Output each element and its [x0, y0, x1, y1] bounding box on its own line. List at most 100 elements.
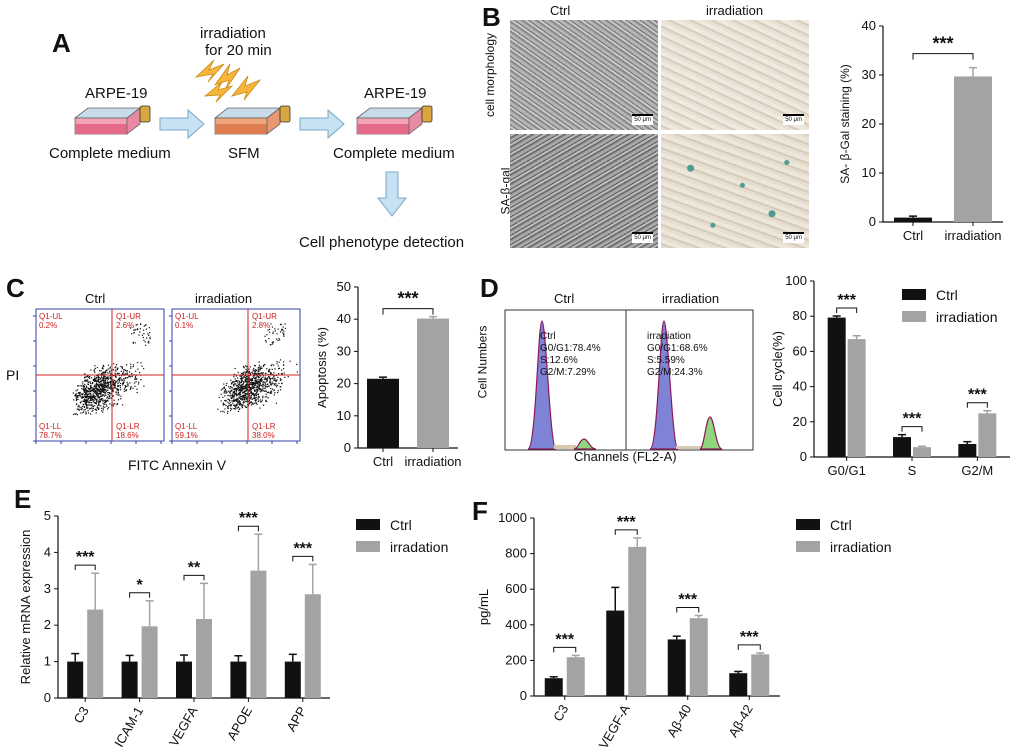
event-dot [262, 387, 264, 390]
event-dot [101, 383, 103, 385]
event-dot [256, 393, 258, 395]
event-dot [91, 396, 93, 399]
event-dot [121, 384, 124, 386]
event-dot [230, 397, 232, 399]
event-dot [97, 396, 99, 399]
y-tick-label: 2 [44, 617, 51, 632]
event-dot [101, 407, 103, 410]
event-dot [266, 400, 268, 403]
event-dot [100, 405, 102, 407]
event-dot [261, 372, 263, 374]
event-dot [139, 331, 141, 333]
y-tick-label: 20 [862, 116, 876, 131]
event-dot [252, 394, 254, 396]
event-dot [280, 372, 283, 375]
event-dot [86, 393, 88, 395]
event-dot [262, 365, 265, 367]
event-dot [114, 366, 116, 369]
event-dot [126, 381, 128, 383]
event-dot [84, 394, 86, 396]
event-dot [95, 409, 97, 411]
event-dot [267, 376, 270, 378]
event-dot [242, 376, 245, 378]
event-dot [101, 410, 103, 412]
event-dot [105, 394, 107, 396]
event-dot [85, 399, 87, 401]
event-dot [83, 390, 86, 393]
bar [284, 661, 301, 698]
event-dot [244, 406, 247, 408]
event-dot [241, 406, 243, 408]
panel-a-label: A [52, 28, 71, 58]
event-dot [248, 398, 250, 400]
event-dot [85, 391, 87, 393]
event-dot [103, 384, 105, 386]
event-dot [89, 393, 92, 395]
event-dot [93, 395, 96, 397]
event-dot [79, 391, 81, 394]
event-dot [122, 404, 124, 406]
event-dot [255, 402, 257, 404]
event-dot [84, 400, 86, 402]
event-dot [246, 394, 248, 396]
event-dot [144, 341, 146, 343]
event-dot [86, 403, 88, 406]
event-dot [101, 377, 103, 379]
event-dot [267, 329, 269, 331]
event-dot [250, 381, 252, 383]
event-dot [253, 382, 255, 384]
bar [566, 657, 585, 696]
event-dot [135, 370, 137, 372]
panel-f: F 0 200 400 600 800 1000 pg/mL C3 VEGF-A Aβ-40 Aβ-… [470, 480, 1020, 754]
event-dot [253, 377, 255, 379]
event-dot [230, 404, 233, 406]
event-dot [242, 395, 245, 397]
event-dot [244, 378, 247, 380]
event-dot [91, 399, 93, 401]
y-tick-label: 40 [862, 18, 876, 33]
event-dot [258, 364, 261, 367]
bar [847, 339, 866, 457]
event-dot [86, 407, 88, 409]
significance-bracket [836, 307, 858, 314]
event-dot [252, 403, 254, 405]
event-dot [244, 390, 246, 393]
event-dot [92, 401, 95, 403]
event-dot [246, 389, 248, 391]
event-dot [141, 334, 143, 336]
event-dot [224, 391, 226, 393]
event-dot [289, 360, 291, 362]
event-dot [98, 386, 100, 388]
g2m-peak [699, 416, 723, 450]
event-dot [92, 390, 94, 392]
event-dot [248, 380, 250, 383]
event-dot [84, 398, 86, 401]
event-dot [90, 397, 92, 399]
significance-bracket [292, 555, 314, 562]
event-dot [272, 332, 274, 334]
event-dot [104, 375, 106, 378]
significance-label: *** [678, 592, 697, 609]
event-dot [253, 397, 255, 400]
event-dot [115, 381, 117, 383]
bar [628, 546, 647, 696]
event-dot [136, 391, 138, 394]
bar [367, 378, 399, 448]
micrograph-ctrl-morphology: 50 μm [510, 20, 658, 130]
event-dot [234, 407, 236, 410]
event-dot [121, 379, 123, 381]
event-dot [251, 384, 253, 386]
event-dot [105, 403, 107, 406]
event-dot [255, 373, 257, 375]
event-dot [231, 382, 234, 384]
event-dot [262, 395, 264, 397]
event-dot [92, 389, 94, 391]
event-dot [259, 369, 261, 371]
y-tick-label: 800 [505, 546, 527, 561]
event-dot [90, 369, 92, 371]
event-dot [80, 397, 82, 399]
event-dot [122, 372, 124, 374]
event-dot [246, 399, 248, 401]
event-dot [228, 404, 230, 407]
event-dot [278, 372, 280, 375]
